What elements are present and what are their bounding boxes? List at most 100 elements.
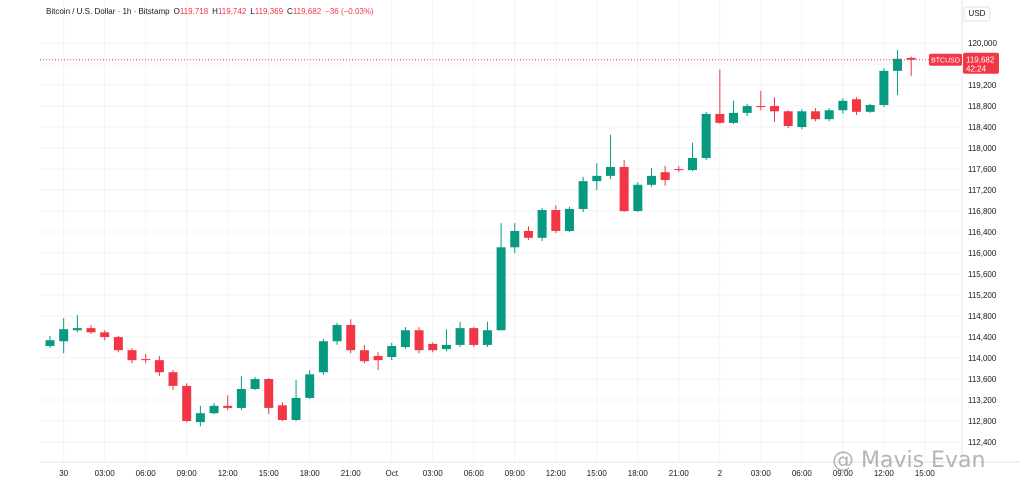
- candle-body: [838, 100, 848, 111]
- candle-body: [824, 110, 834, 120]
- candle-body: [865, 105, 875, 112]
- candle-body: [127, 350, 137, 361]
- candle-body: [578, 181, 588, 209]
- y-tick-label: 116,000: [968, 249, 997, 258]
- candle-body: [182, 385, 192, 422]
- y-tick-label: 115,200: [968, 291, 997, 300]
- candle-body: [332, 324, 342, 342]
- candle-body: [633, 184, 643, 212]
- candle-body: [742, 106, 752, 113]
- candle-body: [236, 389, 246, 408]
- candle-body: [359, 350, 369, 362]
- y-tick-label: 120,000: [968, 39, 997, 48]
- candle-body: [592, 175, 602, 182]
- candle-body: [660, 172, 670, 181]
- x-tick-label: 15:00: [587, 469, 608, 478]
- candle-body: [373, 355, 383, 361]
- ohlc-value: 119,742: [218, 7, 247, 16]
- candle-body: [852, 99, 862, 112]
- candle-body: [291, 397, 301, 420]
- candle-body: [605, 166, 615, 176]
- x-tick-label: 15:00: [915, 469, 936, 478]
- x-tick-label: 2: [718, 469, 723, 478]
- ohlc-key: O: [174, 7, 180, 16]
- x-tick-label: 06:00: [792, 469, 813, 478]
- candle-body: [195, 413, 205, 423]
- candle-body: [168, 372, 178, 386]
- candle-body: [646, 175, 656, 185]
- x-tick-label: 12:00: [546, 469, 567, 478]
- candle-body: [223, 405, 233, 408]
- candle-body: [756, 106, 766, 108]
- candle-body: [619, 166, 629, 212]
- y-tick-label: 116,800: [968, 207, 997, 216]
- x-tick-label: 06:00: [464, 469, 485, 478]
- ohlc-value: 119,718: [180, 7, 209, 16]
- y-tick-label: 112,800: [968, 417, 997, 426]
- candle-body: [387, 345, 397, 357]
- candle-body: [783, 111, 793, 126]
- x-tick-label: 12:00: [218, 469, 239, 478]
- candle-body: [537, 210, 547, 238]
- candle-body: [277, 405, 287, 420]
- x-tick-label: 21:00: [669, 469, 690, 478]
- y-tick-label: 113,200: [968, 396, 997, 405]
- candle-body: [510, 231, 520, 248]
- candle-body: [346, 324, 356, 351]
- candle-body: [469, 328, 479, 345]
- candle-body: [879, 70, 889, 105]
- price-label: 119,682: [966, 56, 995, 65]
- x-tick-label: 03:00: [423, 469, 444, 478]
- candle-body: [770, 106, 780, 112]
- x-tick-label: 18:00: [628, 469, 649, 478]
- candle-body: [906, 57, 916, 60]
- candle-body: [797, 111, 807, 128]
- candle-body: [564, 208, 574, 231]
- candle-body: [441, 344, 451, 350]
- ohlc-key: C: [287, 7, 293, 16]
- candle-body: [687, 158, 697, 171]
- candle-body: [305, 374, 315, 398]
- watermark: @ Mavis Evan: [832, 448, 986, 473]
- title: Bitcoin / U.S. Dollar · 1h · Bitstamp: [46, 7, 170, 16]
- x-tick-label: 09:00: [177, 469, 198, 478]
- x-tick-label: 21:00: [341, 469, 362, 478]
- symbol-tag: [929, 53, 962, 66]
- candle-body: [250, 379, 260, 390]
- x-tick-label: 09:00: [505, 469, 526, 478]
- ohlc-key: L: [250, 7, 255, 16]
- x-tick-label: 30: [59, 469, 68, 478]
- countdown: 42:24: [966, 65, 987, 74]
- candles: [45, 49, 916, 427]
- candle-body: [482, 330, 492, 345]
- candle-body: [701, 113, 711, 159]
- candle-body: [551, 210, 561, 231]
- currency[interactable]: USD: [969, 9, 986, 18]
- candle-body: [113, 337, 123, 351]
- y-tick-label: 113,600: [968, 375, 997, 384]
- candle-body: [72, 328, 82, 331]
- candle-body: [400, 330, 410, 348]
- y-tick-label: 118,800: [968, 102, 997, 111]
- x-tick-label: 12:00: [874, 469, 895, 478]
- candle-body: [154, 360, 164, 373]
- y-tick-label: 114,400: [968, 333, 997, 342]
- header: Bitcoin / U.S. Dollar · 1h · Bitstamp O11…: [46, 7, 374, 16]
- y-tick-label: 112,400: [968, 438, 997, 447]
- x-tick-label: 18:00: [300, 469, 321, 478]
- y-tick-label: 114,800: [968, 312, 997, 321]
- y-tick-label: 118,400: [968, 123, 997, 132]
- y-tick-label: 117,200: [968, 186, 997, 195]
- y-tick-label: 118,000: [968, 144, 997, 153]
- candle-body: [264, 379, 274, 408]
- y-tick-label: 119,200: [968, 81, 997, 90]
- currency-button[interactable]: [963, 6, 991, 22]
- y-tick-label: 114,000: [968, 354, 997, 363]
- x-tick-label: 03:00: [751, 469, 772, 478]
- ohlc-value: 119,369: [255, 7, 284, 16]
- candle-body: [811, 111, 821, 120]
- y-tick-label: 116,400: [968, 228, 997, 237]
